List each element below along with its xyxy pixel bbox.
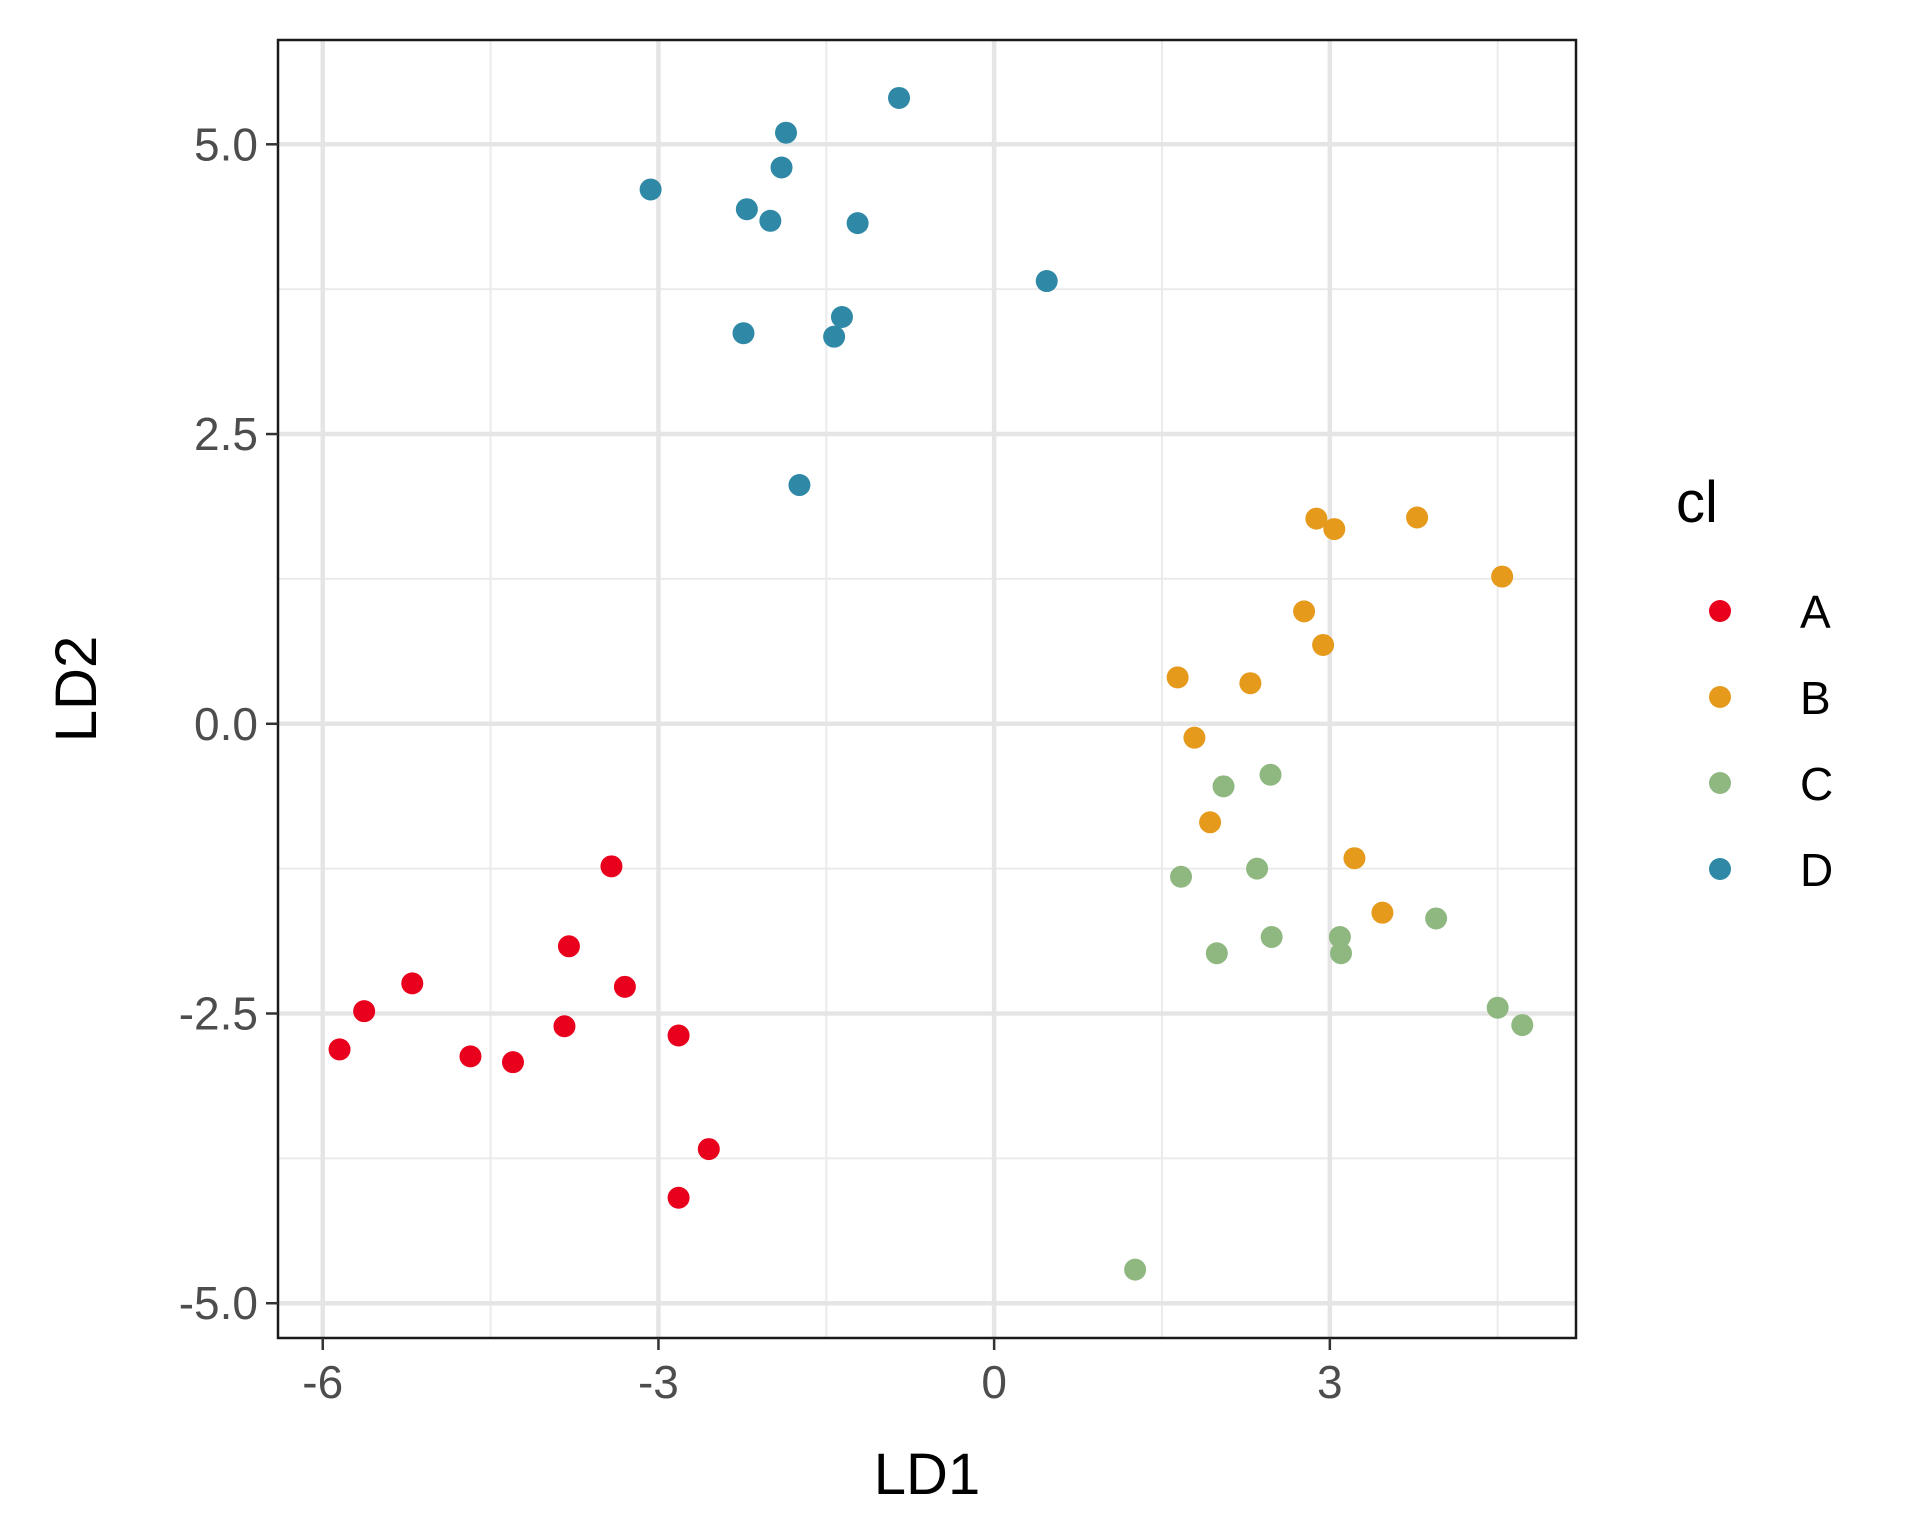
data-point-c: [1259, 763, 1282, 786]
data-point-b: [1323, 518, 1346, 541]
data-point-d: [770, 156, 793, 179]
data-point-c: [1330, 942, 1353, 965]
x-tick-label: 3: [1317, 1356, 1343, 1408]
data-point-a: [501, 1051, 524, 1074]
y-tick-label: -5.0: [179, 1277, 258, 1329]
data-point-a: [697, 1138, 720, 1161]
data-point-d: [823, 325, 846, 348]
data-point-a: [600, 855, 623, 878]
data-point-c: [1511, 1014, 1534, 1037]
data-point-a: [613, 975, 636, 998]
data-point-b: [1406, 506, 1429, 529]
major-gridlines: [278, 40, 1576, 1338]
x-axis-title: LD1: [874, 1442, 980, 1507]
y-tick-label: 2.5: [194, 408, 258, 460]
data-point-b: [1166, 666, 1189, 689]
data-point-c: [1170, 865, 1193, 888]
data-point-b: [1239, 672, 1262, 695]
data-point-b: [1343, 847, 1366, 870]
x-tick-label: -3: [638, 1356, 679, 1408]
legend-label-d: D: [1800, 844, 1833, 896]
data-point-d: [735, 198, 758, 221]
axis-ticks: [266, 143, 1332, 1350]
data-point-a: [328, 1038, 351, 1061]
x-tick-label: -6: [302, 1356, 343, 1408]
data-point-d: [846, 212, 869, 235]
minor-gridlines: [278, 40, 1576, 1338]
data-point-d: [639, 178, 662, 201]
data-point-c: [1328, 926, 1351, 949]
tick-labels: -6 -3 0 3 -5.0 -2.5 0.0 2.5 5.0: [179, 118, 1343, 1408]
y-tick-label: -2.5: [179, 988, 258, 1040]
data-point-b: [1199, 811, 1222, 834]
data-point-a: [667, 1024, 690, 1047]
data-point-c: [1205, 942, 1228, 965]
data-point-c: [1246, 857, 1269, 880]
data-point-a: [557, 935, 580, 958]
data-point-a: [553, 1015, 576, 1038]
data-point-c: [1260, 926, 1283, 949]
legend-label-b: B: [1800, 672, 1831, 724]
data-point-b: [1371, 901, 1394, 924]
data-point-d: [759, 209, 782, 232]
legend-key-c: [1709, 772, 1731, 794]
data-point-b: [1491, 565, 1514, 588]
plot-panel-border: [276, 38, 1578, 1340]
data-point-d: [732, 322, 755, 345]
data-point-a: [667, 1186, 690, 1209]
data-point-d: [830, 305, 853, 328]
legend-title: cl: [1676, 470, 1718, 535]
data-point-d: [1035, 270, 1058, 293]
data-point-d: [888, 86, 911, 109]
data-point-a: [401, 972, 424, 995]
data-point-b: [1183, 726, 1206, 749]
data-point-d: [775, 121, 798, 144]
data-point-d: [788, 474, 811, 497]
y-tick-label: 0.0: [194, 698, 258, 750]
y-tick-label: 5.0: [194, 118, 258, 170]
legend-label-a: A: [1800, 586, 1831, 638]
legend-key-d: [1709, 858, 1731, 880]
data-point-a: [459, 1045, 482, 1068]
data-point-b: [1312, 633, 1335, 656]
data-point-c: [1124, 1258, 1147, 1281]
data-point-a: [353, 1000, 376, 1023]
data-point-c: [1486, 996, 1509, 1019]
data-point-c: [1212, 775, 1235, 798]
data-point-b: [1293, 600, 1316, 623]
data-point-c: [1425, 907, 1448, 930]
legend-label-c: C: [1800, 758, 1833, 810]
legend-key-b: [1709, 686, 1731, 708]
data-points: [328, 86, 1534, 1281]
y-axis-title: LD2: [44, 636, 109, 742]
x-tick-label: 0: [981, 1356, 1007, 1408]
data-point-b: [1305, 507, 1328, 530]
legend-key-a: [1709, 600, 1731, 622]
